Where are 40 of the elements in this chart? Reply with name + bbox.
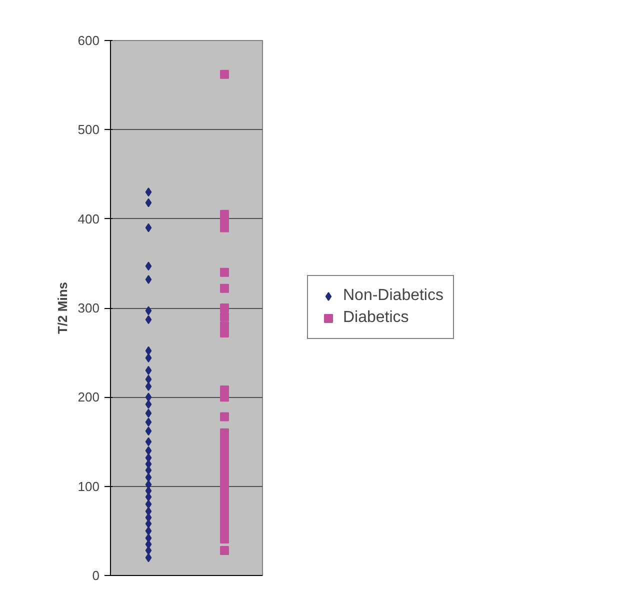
point (145, 346, 152, 356)
point (145, 382, 152, 391)
point (145, 262, 152, 271)
point (220, 284, 229, 293)
legend-label: Non-Diabetics (343, 287, 444, 305)
y-tick-label: 0 (92, 568, 100, 583)
point (220, 304, 229, 312)
point (145, 366, 152, 375)
y-tick-label: 200 (78, 390, 100, 405)
point (145, 374, 152, 384)
point (220, 412, 229, 422)
point (145, 446, 152, 456)
point (145, 306, 152, 316)
y-tick-label: 100 (78, 478, 100, 494)
point (145, 500, 152, 509)
point (145, 526, 152, 536)
point (145, 437, 152, 446)
y-tick-label: 400 (78, 211, 100, 226)
point (145, 418, 152, 427)
y-tick-label: 600 (78, 33, 100, 48)
point (220, 546, 229, 556)
y-tick-label: 500 (78, 122, 100, 138)
point (220, 312, 229, 322)
point (145, 198, 152, 208)
point (145, 400, 152, 409)
legend-label: Diabetics (343, 309, 409, 327)
point (220, 268, 229, 277)
point (145, 553, 152, 562)
point (145, 426, 152, 436)
y-axis-title: T/2 Mins (54, 282, 70, 334)
y-tick-label: 300 (78, 300, 100, 316)
point (145, 223, 152, 232)
point (220, 70, 229, 79)
point (145, 353, 152, 362)
point (145, 392, 152, 402)
point (145, 408, 152, 418)
point (145, 188, 152, 197)
point (145, 274, 152, 284)
point (145, 315, 152, 324)
point (145, 472, 152, 482)
